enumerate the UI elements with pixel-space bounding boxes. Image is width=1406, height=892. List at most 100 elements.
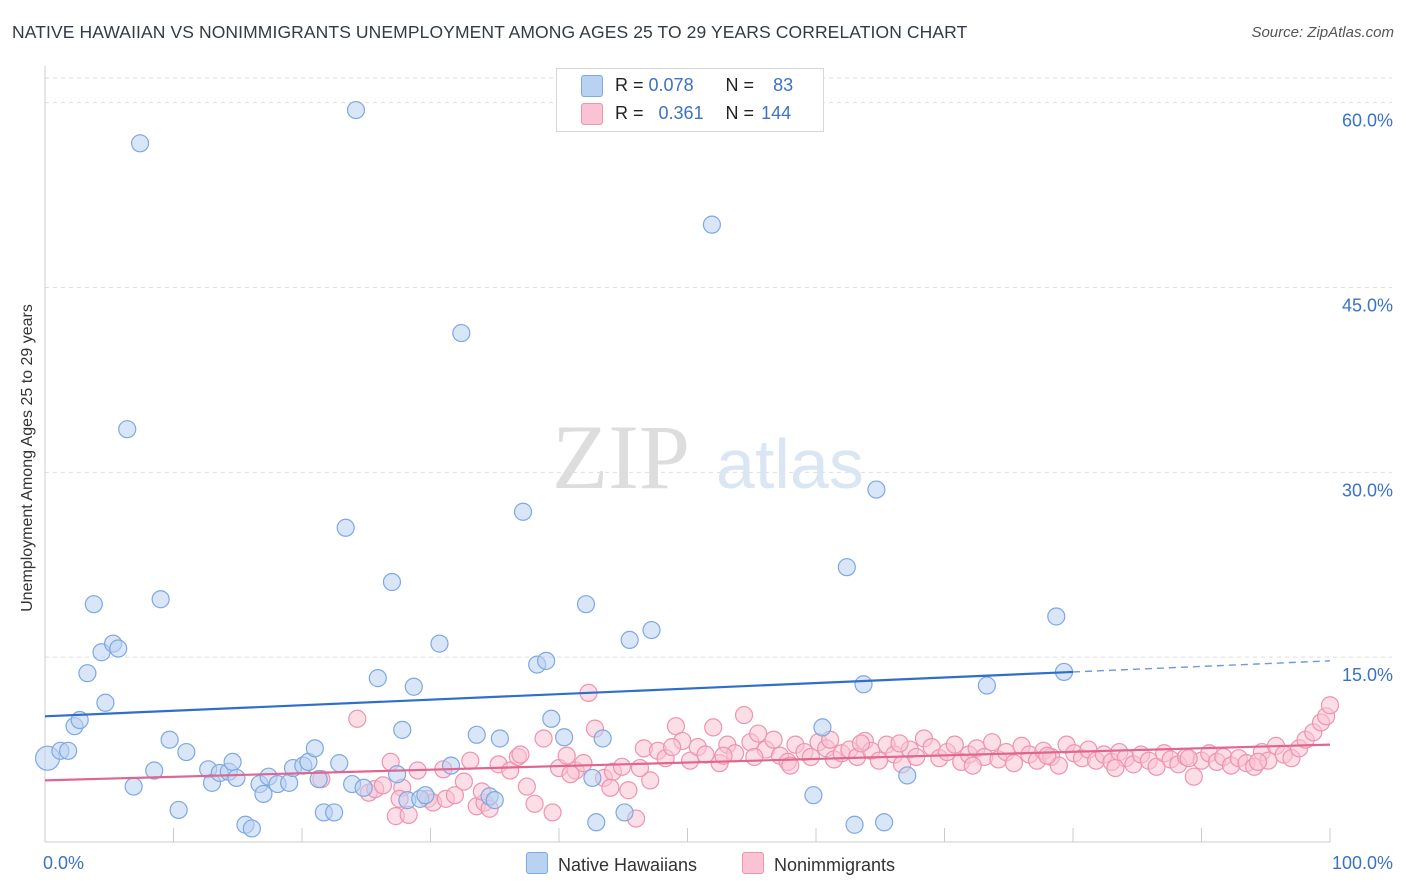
point-native-hawaiians-12 [124,777,143,796]
point-nonimmigrants-137 [890,734,909,753]
point-native-hawaiians-35 [305,739,324,758]
point-nonimmigrants-13 [445,786,465,805]
point-native-hawaiians-76 [854,675,873,694]
point-native-hawaiians-17 [169,800,188,820]
point-native-hawaiians-14 [145,761,164,780]
legend-swatch-native-hawaiians [526,852,548,874]
point-native-hawaiians-6 [84,595,103,614]
legend-swatch-pink [581,103,603,126]
point-native-hawaiians-38 [325,803,344,822]
point-nonimmigrants-59 [801,747,820,767]
point-native-hawaiians-5 [78,664,97,683]
legend-label-nonimmigrants: Nonimmigrants [774,855,896,875]
y-tick-label-3: 60.0% [1342,111,1393,131]
point-nonimmigrants-83 [982,733,1002,752]
point-nonimmigrants-15 [461,751,480,770]
point-native-hawaiians-43 [354,778,373,797]
point-native-hawaiians-54 [452,323,471,343]
point-native-hawaiians-47 [393,720,412,739]
point-nonimmigrants-147 [781,756,800,775]
point-native-hawaiians-45 [382,572,402,592]
point-native-hawaiians-16 [160,730,179,749]
point-native-hawaiians-10 [109,639,128,658]
point-nonimmigrants-23 [525,794,544,813]
point-nonimmigrants-135 [745,747,764,767]
point-nonimmigrants-138 [963,756,982,775]
y-tick-label-0: 15.0% [1342,665,1393,685]
point-native-hawaiians-59 [513,502,533,521]
point-native-hawaiians-52 [430,634,449,653]
x-tick-label-1: 100.0% [1332,853,1393,873]
point-nonimmigrants-110 [1184,767,1203,786]
point-nonimmigrants-38 [641,771,660,790]
point-nonimmigrants-134 [662,738,682,757]
legend-row-nonimmigrants: R = 0.361 N = 144 [581,103,791,127]
r-label: R = [615,75,644,95]
point-native-hawaiians-15 [151,590,170,609]
point-native-hawaiians-57 [485,791,504,810]
point-native-hawaiians-66 [587,813,606,832]
point-native-hawaiians-24 [227,768,246,788]
point-native-hawaiians-70 [642,620,661,640]
r-value-blue: 0.078 [648,75,694,95]
point-native-hawaiians-68 [615,803,634,822]
axes [44,66,1331,843]
point-nonimmigrants-140 [1106,758,1125,778]
point-nonimmigrants-46 [704,718,723,737]
legend-swatch-blue [581,75,603,98]
point-nonimmigrants-86 [1004,754,1023,773]
point-nonimmigrants-78 [945,735,964,754]
chart-title: NATIVE HAWAIIAN VS NONIMMIGRANTS UNEMPLO… [12,22,968,42]
point-nonimmigrants-43 [680,751,700,770]
point-native-hawaiians-55 [467,725,486,744]
point-nonimmigrants-54 [764,730,783,749]
point-nonimmigrants-142 [1248,752,1268,772]
watermark-atlas: atlas [716,425,864,503]
point-native-hawaiians-8 [96,693,115,712]
watermark: ZIP atlas [552,406,864,508]
r-value-pink: 0.361 [658,103,704,123]
point-nonimmigrants-34 [612,757,632,776]
r-label: R = [615,103,644,123]
point-native-hawaiians-79 [898,766,917,785]
tick-labels: 15.0% 30.0% 45.0% 60.0% 0.0% 100.0% [43,111,1393,873]
point-nonimmigrants-144 [561,765,580,784]
point-nonimmigrants-148 [851,734,871,753]
source-label: Source: ZipAtlas.com [1251,24,1394,41]
point-nonimmigrants-139 [1038,746,1057,765]
x-tick-label-0: 0.0% [43,853,84,873]
point-native-hawaiians-77 [867,480,886,499]
y-axis-label: Unemployment Among Ages 25 to 29 years [19,304,36,612]
point-native-hawaiians-36 [309,770,328,789]
point-nonimmigrants-14 [454,772,474,791]
point-native-hawaiians-53 [441,756,461,775]
y-tick-label-1: 30.0% [1342,480,1393,500]
point-native-hawaiians-46 [387,765,407,784]
point-native-hawaiians-39 [330,754,349,773]
trend-line-native-hawaiians [44,670,1074,718]
point-nonimmigrants-145 [630,758,650,778]
point-native-hawaiians-58 [490,729,509,748]
point-native-hawaiians-80 [977,676,997,695]
point-native-hawaiians-40 [336,518,355,537]
point-nonimmigrants-141 [1179,749,1198,768]
point-native-hawaiians-13 [130,134,150,153]
point-native-hawaiians-75 [845,815,864,834]
point-native-hawaiians-67 [593,729,612,748]
n-value-blue: 83 [773,75,794,95]
point-nonimmigrants-29 [574,754,593,773]
n-label: N = [725,75,755,95]
point-nonimmigrants-22 [517,777,536,796]
point-native-hawaiians-51 [416,786,435,805]
point-native-hawaiians-42 [346,100,366,120]
point-native-hawaiians-28 [254,784,273,804]
point-native-hawaiians-61 [537,651,556,670]
point-native-hawaiians-64 [576,595,596,614]
point-nonimmigrants-35 [619,781,638,800]
trend-line-nonimmigrants [44,743,1331,782]
legend-label-native-hawaiians: Native Hawaiians [558,855,698,875]
n-label: N = [725,103,755,123]
point-native-hawaiians-2 [59,741,78,760]
point-nonimmigrants-25 [543,803,562,822]
